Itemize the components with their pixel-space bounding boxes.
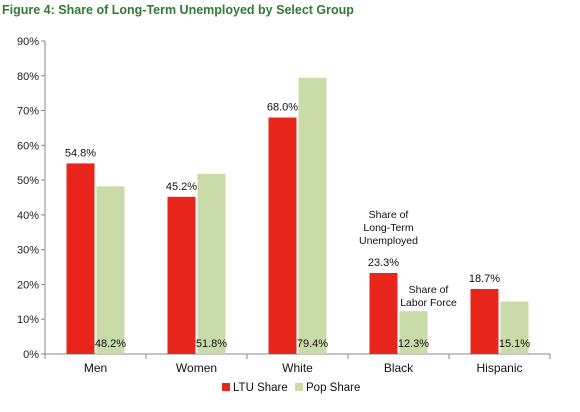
data-label-pop: 48.2%: [95, 338, 126, 350]
bar-pop-share: [96, 186, 125, 354]
annotation-ltu-line: Share of: [369, 209, 409, 221]
bar-pop-share: [500, 301, 529, 354]
annotation-ltu-line: Unemployed: [359, 235, 418, 247]
data-label-pop: 15.1%: [499, 338, 530, 350]
data-label-ltu: 23.3%: [368, 257, 399, 269]
y-tick-label: 60%: [17, 140, 39, 152]
legend-label: LTU Share: [233, 382, 288, 394]
chart-title: Figure 4: Share of Long-Term Unemployed …: [2, 3, 354, 17]
x-tick-label: Hispanic: [476, 361, 522, 375]
y-tick-label: 10%: [17, 314, 39, 326]
y-tick-label: 70%: [17, 106, 39, 118]
data-label-pop: 51.8%: [196, 338, 227, 350]
y-tick-label: 20%: [17, 279, 39, 291]
legend-swatch: [295, 383, 303, 391]
y-tick-label: 90%: [17, 36, 39, 48]
bar-ltu-share: [369, 272, 398, 354]
bar-pop-share: [399, 311, 428, 354]
bar-pop-share: [197, 173, 226, 354]
legend-label: Pop Share: [306, 382, 360, 394]
data-label-ltu: 18.7%: [469, 273, 500, 285]
data-label-ltu: 68.0%: [267, 102, 298, 114]
x-tick-label: Black: [384, 361, 414, 375]
bar-ltu-share: [167, 196, 196, 354]
y-tick-label: 30%: [17, 245, 39, 257]
data-label-pop: 12.3%: [398, 338, 429, 350]
legend-swatch: [222, 383, 230, 391]
data-label-pop: 79.4%: [297, 338, 328, 350]
legend: LTU Share Pop Share: [222, 382, 360, 394]
bar-pop-share: [298, 77, 327, 354]
bar-ltu-share: [268, 117, 297, 354]
data-labels: 54.8% 48.2% 45.2% 51.8% 68.0% 79.4% 23.3% 12.3%…: [65, 102, 530, 350]
y-tick-label: 40%: [17, 210, 39, 222]
bars: [66, 77, 529, 354]
data-label-ltu: 45.2%: [166, 181, 197, 193]
bar-ltu-share: [470, 288, 499, 354]
x-tick-label: Men: [84, 361, 107, 375]
annotation-ltu-line: Long-Term: [363, 222, 413, 234]
axes: 0% 10% 20% 30% 40% 50% 60% 70% 80% 90% Men Women Whi…: [17, 36, 551, 375]
y-tick-label: 0%: [23, 349, 39, 361]
x-tick-label: White: [282, 361, 313, 375]
y-tick-label: 80%: [17, 71, 39, 83]
data-label-ltu: 54.8%: [65, 147, 96, 159]
annotation-pop-line: Labor Force: [400, 297, 457, 309]
y-tick-label: 50%: [17, 175, 39, 187]
x-tick-label: Women: [176, 361, 217, 375]
bar-ltu-share: [66, 163, 95, 354]
annotation-pop-line: Share of: [409, 284, 449, 296]
